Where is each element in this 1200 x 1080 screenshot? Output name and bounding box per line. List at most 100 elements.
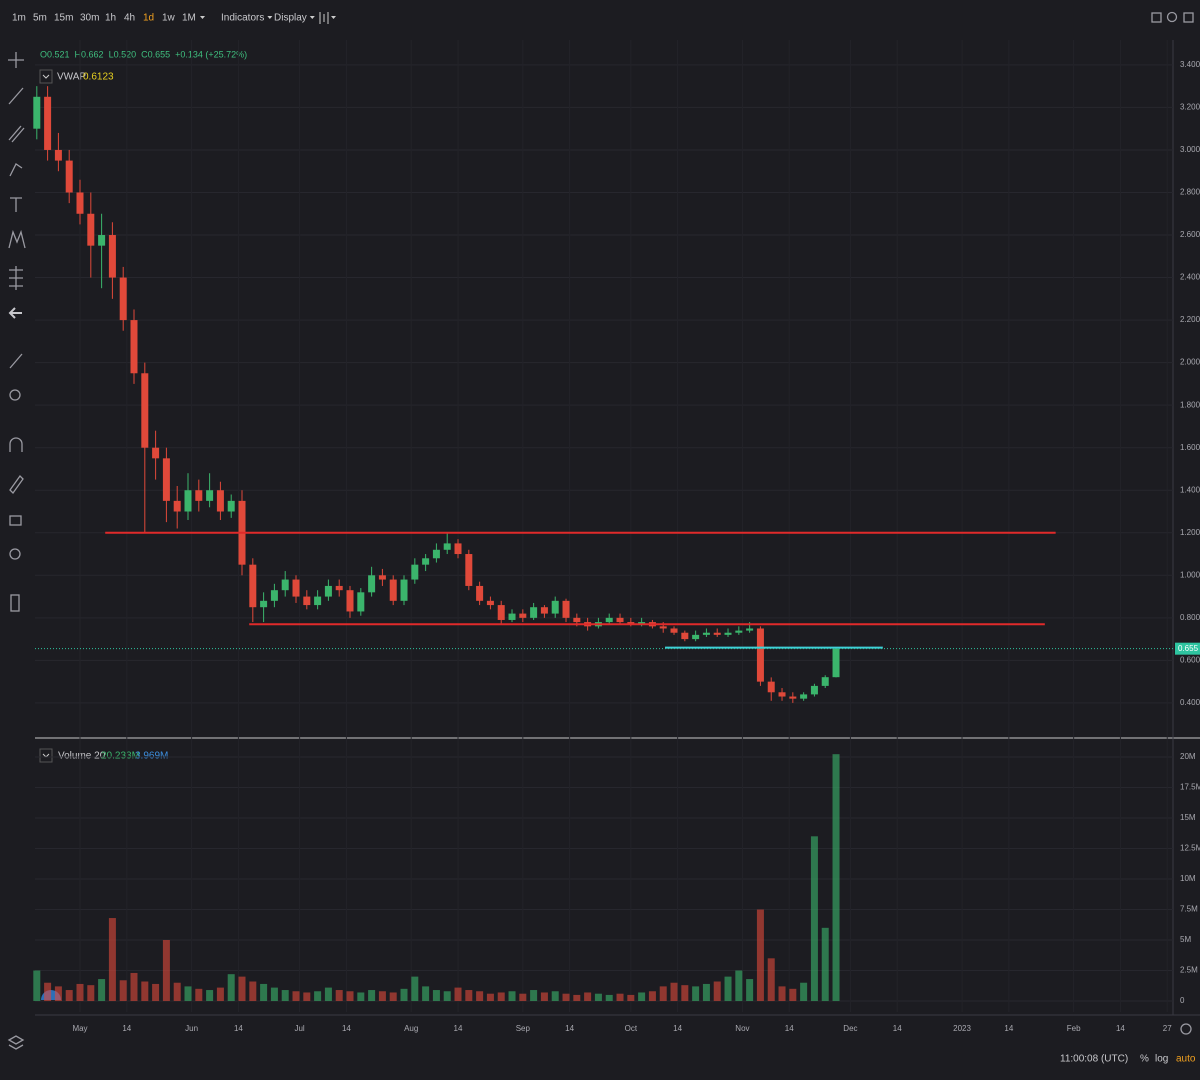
volume-bar: [65, 990, 73, 1002]
visibility-tool[interactable]: [9, 548, 21, 560]
candle-body: [357, 592, 365, 612]
fib-tool[interactable]: [9, 266, 23, 290]
layers-tool[interactable]: [7, 1035, 25, 1050]
candle-body: [605, 617, 613, 623]
volume-bar: [810, 836, 818, 1002]
volume-bar: [702, 983, 710, 1002]
legend-toggle[interactable]: [39, 69, 53, 84]
candle-body: [486, 600, 494, 606]
interval-button[interactable]: 5m: [33, 13, 47, 24]
volume-bar: [519, 993, 527, 1002]
interval-button[interactable]: 1M: [182, 13, 196, 24]
candle-body: [173, 500, 181, 512]
volume-bar: [184, 986, 192, 1002]
volume-bar: [800, 982, 808, 1002]
y-tick-label: 0.800: [1180, 613, 1200, 622]
volume-bar: [206, 990, 214, 1002]
volume-bar: [616, 993, 624, 1002]
screenshot-button[interactable]: [1151, 12, 1162, 23]
scale-option[interactable]: %: [1140, 1054, 1149, 1065]
interval-button[interactable]: 4h: [124, 13, 135, 24]
y-tick-label: 2.600: [1180, 230, 1200, 239]
candle-body: [789, 696, 797, 699]
volume-bar: [659, 986, 667, 1002]
delete-tool[interactable]: [10, 594, 20, 612]
x-tick-label: 2023: [953, 1024, 971, 1033]
candle-body: [443, 543, 451, 550]
candle-body: [87, 213, 95, 246]
volume-bar: [789, 988, 797, 1002]
interval-button[interactable]: 15m: [54, 13, 73, 24]
interval-button[interactable]: 1w: [162, 13, 176, 24]
y-tick-label: 2.200: [1180, 315, 1200, 324]
menu-button[interactable]: Display: [274, 13, 307, 24]
candle-body: [44, 96, 52, 150]
volume-bar: [605, 994, 613, 1002]
text-tool[interactable]: [10, 197, 22, 212]
fullscreen-button[interactable]: [1183, 12, 1194, 23]
volume-bar: [162, 940, 170, 1002]
dropdown-arrow: [309, 16, 315, 19]
axis-settings-button[interactable]: [1180, 1023, 1192, 1035]
volume-legend-toggle[interactable]: [39, 748, 53, 763]
volume-bar: [735, 970, 743, 1002]
magnet-tool[interactable]: [9, 437, 23, 452]
scale-option[interactable]: auto: [1176, 1054, 1196, 1065]
volume-bar: [368, 990, 376, 1002]
ohlc-value: O0.521: [40, 49, 70, 59]
volume-bar: [378, 991, 386, 1002]
y-tick-label: 3.200: [1180, 103, 1200, 112]
volume-bar: [335, 990, 343, 1002]
interval-button[interactable]: 1d: [143, 13, 154, 24]
volume-average: 3.969M: [135, 751, 168, 762]
x-tick-label: 14: [234, 1024, 243, 1033]
candle-body: [108, 235, 116, 278]
interval-button[interactable]: 30m: [80, 13, 99, 24]
candle-body: [195, 490, 203, 501]
candle-body: [627, 622, 635, 625]
menu-button[interactable]: Indicators: [221, 13, 264, 24]
candle-body: [368, 575, 376, 593]
y-tick-label: 1.200: [1180, 528, 1200, 537]
volume-bar: [119, 980, 127, 1002]
pattern-tool[interactable]: [8, 229, 26, 249]
y-tick-label: 2.400: [1180, 273, 1200, 282]
lock-drawing-tool[interactable]: [9, 474, 24, 495]
settings-button[interactable]: [1166, 11, 1178, 23]
volume-value: 20.233M: [101, 751, 140, 762]
volume-bar: [238, 976, 246, 1002]
x-tick-label: Jun: [185, 1024, 198, 1033]
lock-tool[interactable]: [9, 515, 22, 526]
line-tool[interactable]: [8, 87, 24, 105]
brush-tool[interactable]: [9, 163, 23, 177]
ruler-tool[interactable]: [9, 353, 23, 369]
x-tick-label: 14: [122, 1024, 131, 1033]
candle-body: [530, 607, 538, 618]
y-tick-label: 1.000: [1180, 570, 1200, 579]
candle-body: [130, 320, 138, 374]
interval-button[interactable]: 1h: [105, 13, 116, 24]
candle-body: [335, 585, 343, 591]
zoom-tool[interactable]: [9, 389, 21, 401]
x-tick-label: Nov: [735, 1024, 749, 1033]
y-tick-label: 5M: [1180, 935, 1191, 944]
y-tick-label: 12.5M: [1180, 844, 1200, 853]
crosshair-tool[interactable]: [8, 52, 24, 68]
interval-button[interactable]: 1m: [12, 13, 26, 24]
y-tick-label: 7.5M: [1180, 905, 1198, 914]
chart-type-button[interactable]: [319, 12, 329, 24]
last-price-label: 0.655: [1178, 644, 1199, 653]
x-tick-label: 14: [565, 1024, 574, 1033]
y-tick-label: 0.400: [1180, 698, 1200, 707]
volume-bar: [173, 982, 181, 1002]
channel-tool[interactable]: [8, 125, 25, 143]
x-tick-label: 14: [1004, 1024, 1013, 1033]
candle-body: [767, 681, 775, 693]
candle-body: [800, 694, 808, 699]
candle-body: [778, 692, 786, 697]
ohlc-value: H0.662: [75, 49, 104, 59]
candle-body: [270, 590, 278, 601]
back-tool[interactable]: [8, 307, 22, 319]
scale-option[interactable]: log: [1155, 1054, 1168, 1065]
volume-bar: [270, 987, 278, 1002]
